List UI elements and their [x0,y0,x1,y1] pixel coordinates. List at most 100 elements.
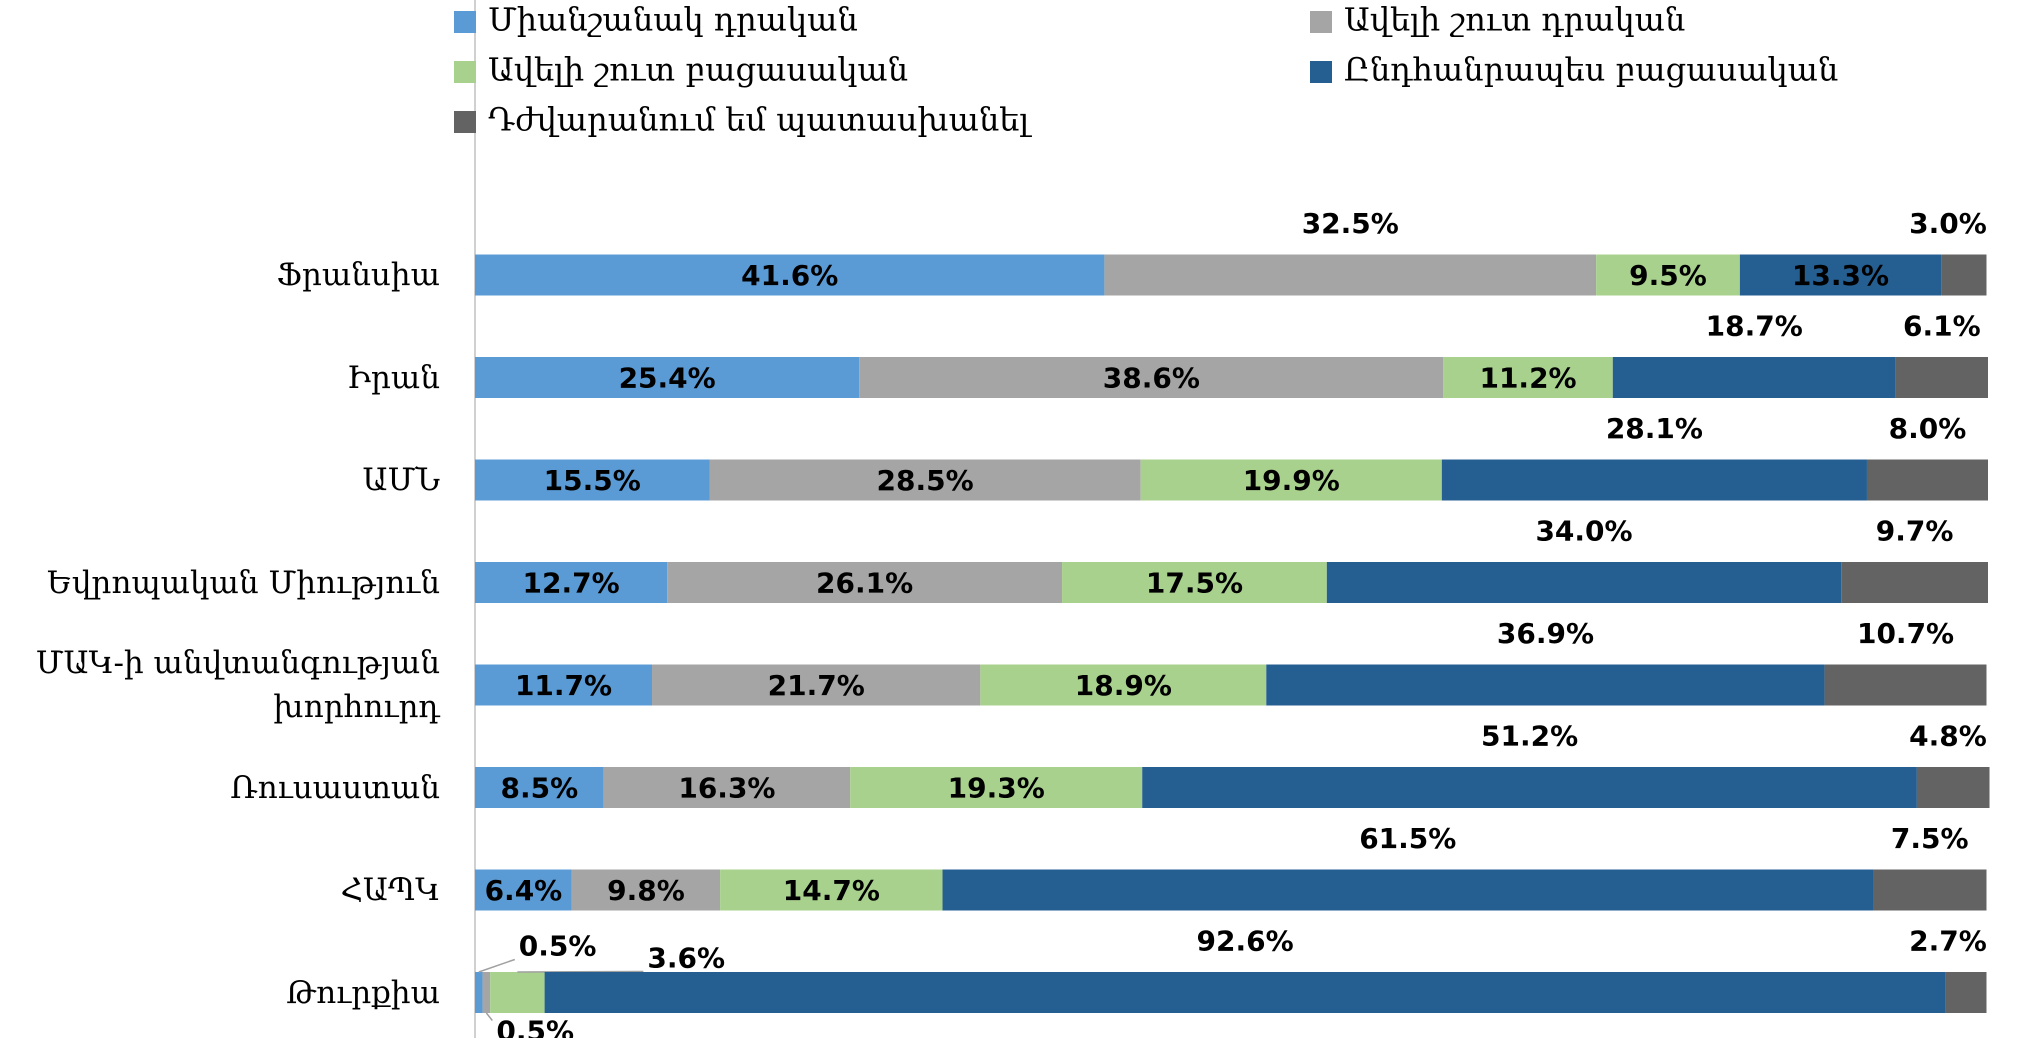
bar-segment [709,459,1141,501]
data-label: 18.9% [1075,669,1172,702]
data-label: 41.6% [741,259,838,292]
data-label: 6.1% [1903,310,1981,343]
category-label: ԱՄՆ [362,462,440,498]
bar-segment [475,869,572,911]
bar-segment [1916,767,1990,808]
bar-segment [1873,869,1987,911]
bar-segment [652,664,981,706]
category-label: Թուրքիա [286,974,440,1011]
data-label: 7.5% [1891,822,1969,855]
data-label: 9.5% [1629,259,1707,292]
data-label: 2.7% [1909,925,1987,958]
bar-segment [475,664,653,706]
bar-segment [1739,254,1942,296]
legend-swatch [454,111,476,133]
bar-segment [1104,254,1597,296]
data-label: 16.3% [678,772,775,805]
bar-segment [1443,357,1613,398]
bar-segment [1941,254,1987,296]
bar-segment [1945,972,1987,1013]
data-label: 21.7% [768,669,865,702]
legend-label: Ընդհանրապես բացասական [1344,51,1838,89]
category-label: Եվրոպական Միություն [46,564,440,601]
bar-segment [1266,664,1825,706]
legend-label: Ավելի շուտ դրական [1344,1,1685,39]
data-label: 18.7% [1706,310,1803,343]
bar-segment [1866,459,1988,501]
category-label: ՄԱԿ-ի անվտանգության խորհուրդ [35,645,440,725]
data-label: 15.5% [544,464,641,497]
data-label: 26.1% [816,567,913,600]
bar-segment [475,357,860,398]
bar-segment [475,459,710,501]
bar-segment [571,869,721,911]
bar-segment [475,254,1105,296]
category-label: Ռուսաստան [230,769,440,806]
data-label: 92.6% [1197,925,1294,958]
legend-label: Միանշանակ դրական [488,1,858,39]
category-label: Իրան [346,359,440,396]
data-label: 9.7% [1876,515,1954,548]
bar-segment [1612,357,1896,398]
data-label: 61.5% [1359,822,1456,855]
leader-line [478,958,516,973]
bar-segment [1062,562,1327,603]
data-label: 3.6% [647,942,725,975]
data-label: 32.5% [1302,207,1399,240]
data-label: 11.7% [515,669,612,702]
category-label: Ֆրանսիա [276,257,440,293]
data-label: 4.8% [1909,720,1987,753]
bar-segment [1895,357,1988,398]
legend-swatch [1310,61,1332,83]
bar-segment [980,664,1267,706]
bar-segment [667,562,1063,603]
data-label: 25.4% [619,362,716,395]
bar-segment [850,767,1143,808]
data-label: 6.4% [485,874,563,907]
bar-segment [1596,254,1740,296]
bar-segment [475,767,604,808]
bar-segment [1824,664,1987,706]
legend-swatch [1310,11,1332,33]
leader-line [517,970,644,973]
data-label: 13.3% [1792,259,1889,292]
data-label: 19.3% [948,772,1045,805]
data-label: 8.0% [1889,412,1967,445]
bar-segment [1441,459,1867,501]
category-label: ՀԱՊԿ [340,872,440,908]
data-label: 28.5% [877,464,974,497]
bar-segment [603,767,851,808]
bar-segment [859,357,1444,398]
data-label: 12.7% [523,567,620,600]
legend-swatch [454,61,476,83]
legend-label: Դժվարանում եմ պատասխանել [488,101,1032,139]
legend-label: Ավելի շուտ բացասական [488,51,908,89]
data-label: 11.2% [1479,362,1576,395]
data-label: 0.5% [496,1015,574,1038]
data-label: 28.1% [1606,412,1703,445]
data-label: 3.0% [1909,207,1987,240]
leader-line [485,1012,493,1021]
legend-swatch [454,11,476,33]
data-label: 14.7% [783,874,880,907]
bar-segment [490,972,545,1013]
data-label: 9.8% [607,874,685,907]
bar-segment [1841,562,1988,603]
data-label: 17.5% [1146,567,1243,600]
bar-segment [1326,562,1842,603]
data-label: 36.9% [1497,617,1594,650]
bar-segment [1140,459,1442,501]
data-label: 51.2% [1481,720,1578,753]
data-label: 8.5% [500,772,578,805]
data-label: 0.5% [519,930,597,963]
data-label: 19.9% [1243,464,1340,497]
bar-segment [720,869,943,911]
data-label: 34.0% [1535,515,1632,548]
bar-segment [475,562,668,603]
bar-segment [482,972,491,1013]
bar-segment [475,972,483,1013]
bar-segment [1142,767,1917,808]
bar-segment [942,869,1874,911]
